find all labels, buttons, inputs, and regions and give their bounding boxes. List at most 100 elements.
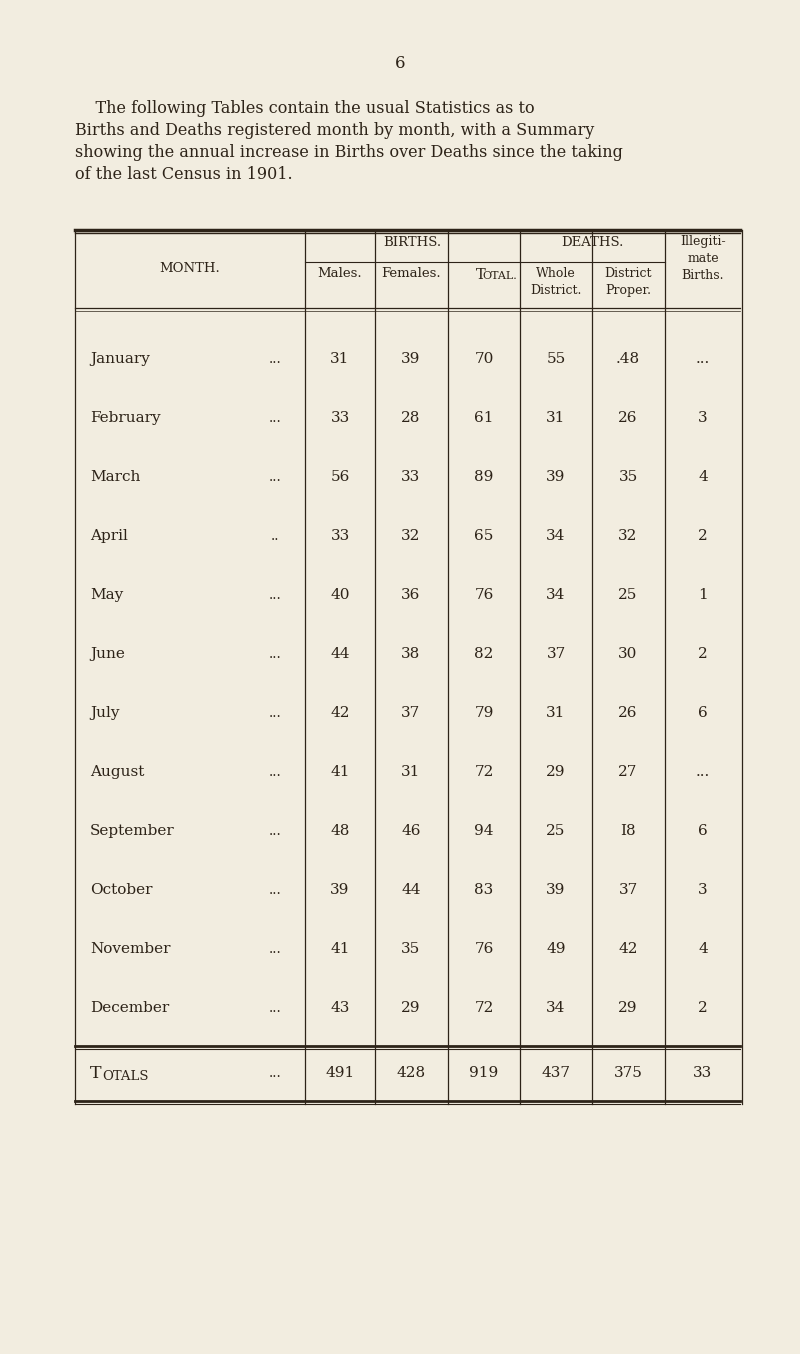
Text: 3: 3 (698, 883, 708, 896)
Text: 31: 31 (402, 765, 421, 779)
Text: May: May (90, 588, 123, 603)
Text: 76: 76 (474, 588, 494, 603)
Text: November: November (90, 942, 170, 956)
Text: 29: 29 (402, 1001, 421, 1016)
Text: 37: 37 (546, 647, 566, 661)
Text: OTAL.: OTAL. (482, 271, 517, 282)
Text: T: T (476, 268, 486, 282)
Text: ...: ... (696, 352, 710, 366)
Text: 43: 43 (330, 1001, 350, 1016)
Text: 48: 48 (330, 825, 350, 838)
Text: ...: ... (269, 470, 282, 483)
Text: 44: 44 (330, 647, 350, 661)
Text: 72: 72 (474, 1001, 494, 1016)
Text: August: August (90, 765, 144, 779)
Text: 31: 31 (546, 412, 566, 425)
Text: ...: ... (269, 588, 282, 603)
Text: OTALS: OTALS (102, 1070, 149, 1082)
Text: 437: 437 (542, 1066, 570, 1080)
Text: 6: 6 (394, 56, 406, 72)
Text: 6: 6 (698, 705, 708, 720)
Text: 72: 72 (474, 765, 494, 779)
Text: Illegiti-: Illegiti- (680, 236, 726, 248)
Text: 4: 4 (698, 470, 708, 483)
Text: 56: 56 (330, 470, 350, 483)
Text: September: September (90, 825, 174, 838)
Text: ...: ... (269, 412, 282, 425)
Text: 33: 33 (330, 529, 350, 543)
Text: 46: 46 (402, 825, 421, 838)
Text: 375: 375 (614, 1066, 642, 1080)
Text: 79: 79 (474, 705, 494, 720)
Text: 39: 39 (546, 470, 566, 483)
Text: Proper.: Proper. (605, 284, 651, 297)
Text: 40: 40 (330, 588, 350, 603)
Text: Males.: Males. (318, 267, 362, 280)
Text: 491: 491 (326, 1066, 354, 1080)
Text: 32: 32 (402, 529, 421, 543)
Text: .48: .48 (616, 352, 640, 366)
Text: 44: 44 (402, 883, 421, 896)
Text: 39: 39 (546, 883, 566, 896)
Text: June: June (90, 647, 125, 661)
Text: January: January (90, 352, 150, 366)
Text: 82: 82 (474, 647, 494, 661)
Text: April: April (90, 529, 128, 543)
Text: 28: 28 (402, 412, 421, 425)
Text: 37: 37 (618, 883, 638, 896)
Text: 89: 89 (474, 470, 494, 483)
Text: Whole: Whole (536, 267, 576, 280)
Text: 29: 29 (546, 765, 566, 779)
Text: December: December (90, 1001, 170, 1016)
Text: 41: 41 (330, 942, 350, 956)
Text: ...: ... (269, 1066, 282, 1080)
Text: 35: 35 (402, 942, 421, 956)
Text: 83: 83 (474, 883, 494, 896)
Text: 70: 70 (474, 352, 494, 366)
Text: of the last Census in 1901.: of the last Census in 1901. (75, 167, 293, 183)
Text: 33: 33 (330, 412, 350, 425)
Text: BIRTHS.: BIRTHS. (383, 236, 441, 249)
Text: ...: ... (269, 825, 282, 838)
Text: 2: 2 (698, 1001, 708, 1016)
Text: ...: ... (269, 352, 282, 366)
Text: 65: 65 (474, 529, 494, 543)
Text: 27: 27 (618, 765, 638, 779)
Text: 31: 31 (330, 352, 350, 366)
Text: ...: ... (269, 1001, 282, 1016)
Text: 34: 34 (546, 588, 566, 603)
Text: 34: 34 (546, 1001, 566, 1016)
Text: ...: ... (269, 883, 282, 896)
Text: ...: ... (269, 765, 282, 779)
Text: 41: 41 (330, 765, 350, 779)
Text: 30: 30 (618, 647, 638, 661)
Text: 3: 3 (698, 412, 708, 425)
Text: I8: I8 (620, 825, 636, 838)
Text: 55: 55 (546, 352, 566, 366)
Text: ...: ... (696, 765, 710, 779)
Text: 29: 29 (618, 1001, 638, 1016)
Text: 32: 32 (618, 529, 638, 543)
Text: DEATHS.: DEATHS. (561, 236, 623, 249)
Text: 26: 26 (618, 412, 638, 425)
Text: July: July (90, 705, 119, 720)
Text: ..: .. (270, 529, 279, 543)
Text: 34: 34 (546, 529, 566, 543)
Text: ...: ... (269, 647, 282, 661)
Text: 33: 33 (402, 470, 421, 483)
Text: 428: 428 (397, 1066, 426, 1080)
Text: Females.: Females. (381, 267, 441, 280)
Text: 42: 42 (330, 705, 350, 720)
Text: 6: 6 (698, 825, 708, 838)
Text: October: October (90, 883, 153, 896)
Text: 2: 2 (698, 647, 708, 661)
Text: 4: 4 (698, 942, 708, 956)
Text: 1: 1 (698, 588, 708, 603)
Text: 31: 31 (546, 705, 566, 720)
Text: 37: 37 (402, 705, 421, 720)
Text: 76: 76 (474, 942, 494, 956)
Text: 26: 26 (618, 705, 638, 720)
Text: 42: 42 (618, 942, 638, 956)
Text: District: District (604, 267, 652, 280)
Text: 94: 94 (474, 825, 494, 838)
